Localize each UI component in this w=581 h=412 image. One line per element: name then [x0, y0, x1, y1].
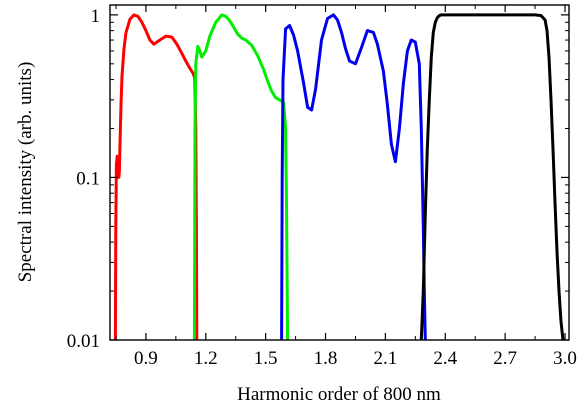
x-tick-label: 2.7	[493, 348, 517, 369]
x-tick-label: 2.4	[433, 348, 457, 369]
y-tick-label: 0.01	[67, 331, 100, 352]
y-tick-label: 1	[91, 6, 101, 27]
plot-frame	[109, 4, 570, 341]
x-axis-label: Harmonic order of 800 nm	[237, 384, 441, 405]
series-layer	[113, 13, 565, 340]
series-line-1	[113, 13, 199, 340]
series-line-4	[419, 13, 565, 340]
y-axis-label: Spectral intensity (arb. units)	[15, 62, 36, 283]
x-tick-label: 1.5	[254, 348, 278, 369]
x-tick-label: 1.2	[194, 348, 218, 369]
tick-labels-layer: 0.9 1.2 1.5 1.8 2.1 2.4 2.7 3.0 0.01 0.1 1	[67, 6, 577, 369]
x-tick-label: 2.1	[374, 348, 398, 369]
y-tick-label: 0.1	[76, 168, 100, 189]
series-line-2	[192, 13, 290, 340]
ticks-layer	[110, 5, 569, 341]
x-tick-label: 1.8	[314, 348, 338, 369]
x-tick-label: 0.9	[134, 348, 158, 369]
series-line-3	[280, 13, 427, 340]
x-tick-label: 3.0	[553, 348, 577, 369]
